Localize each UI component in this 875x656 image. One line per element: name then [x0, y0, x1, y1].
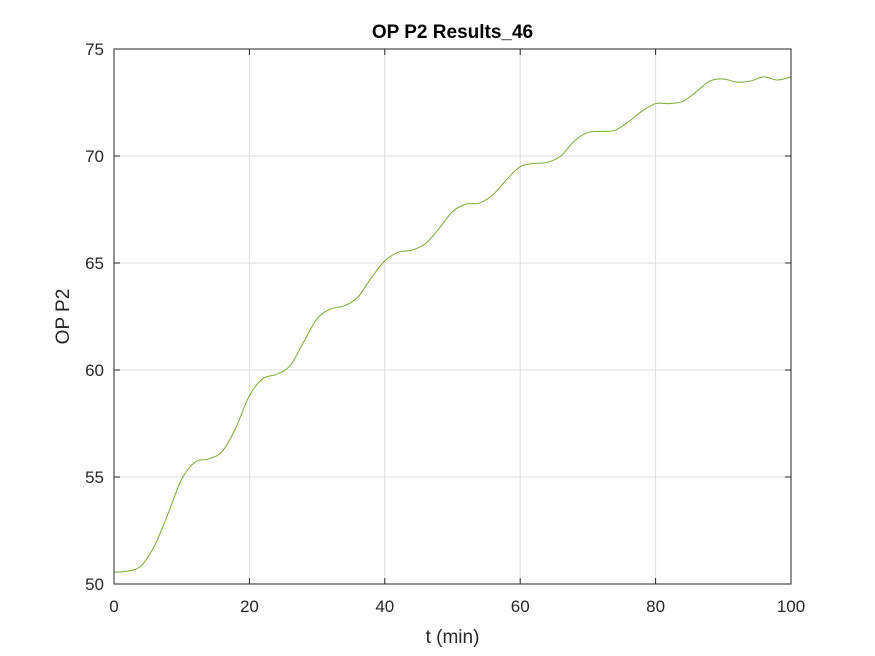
axes-box [113, 48, 792, 585]
plot-area [114, 49, 791, 584]
y-tick-label: 70 [85, 147, 104, 166]
series-layer [113, 76, 792, 573]
ticks: 0 20 40 60 80 100 50 55 60 65 70 75 [85, 40, 805, 616]
y-tick-label: 60 [85, 361, 104, 380]
x-axis-label: t (min) [426, 627, 480, 648]
x-tick-label: 60 [511, 597, 530, 616]
grid [113, 48, 792, 585]
y-tick-label: 75 [85, 40, 104, 59]
x-tick-label: 40 [375, 597, 394, 616]
y-tick-label: 55 [85, 468, 104, 487]
x-tick-label: 20 [240, 597, 259, 616]
series-line-0 [113, 76, 792, 573]
x-tick-label: 0 [109, 597, 118, 616]
y-tick-label: 65 [85, 254, 104, 273]
chart-title: OP P2 Results_46 [372, 22, 533, 43]
x-tick-label: 100 [777, 597, 805, 616]
y-tick-label: 50 [85, 575, 104, 594]
y-axis-label: OP P2 [53, 289, 74, 345]
x-tick-label: 80 [646, 597, 665, 616]
